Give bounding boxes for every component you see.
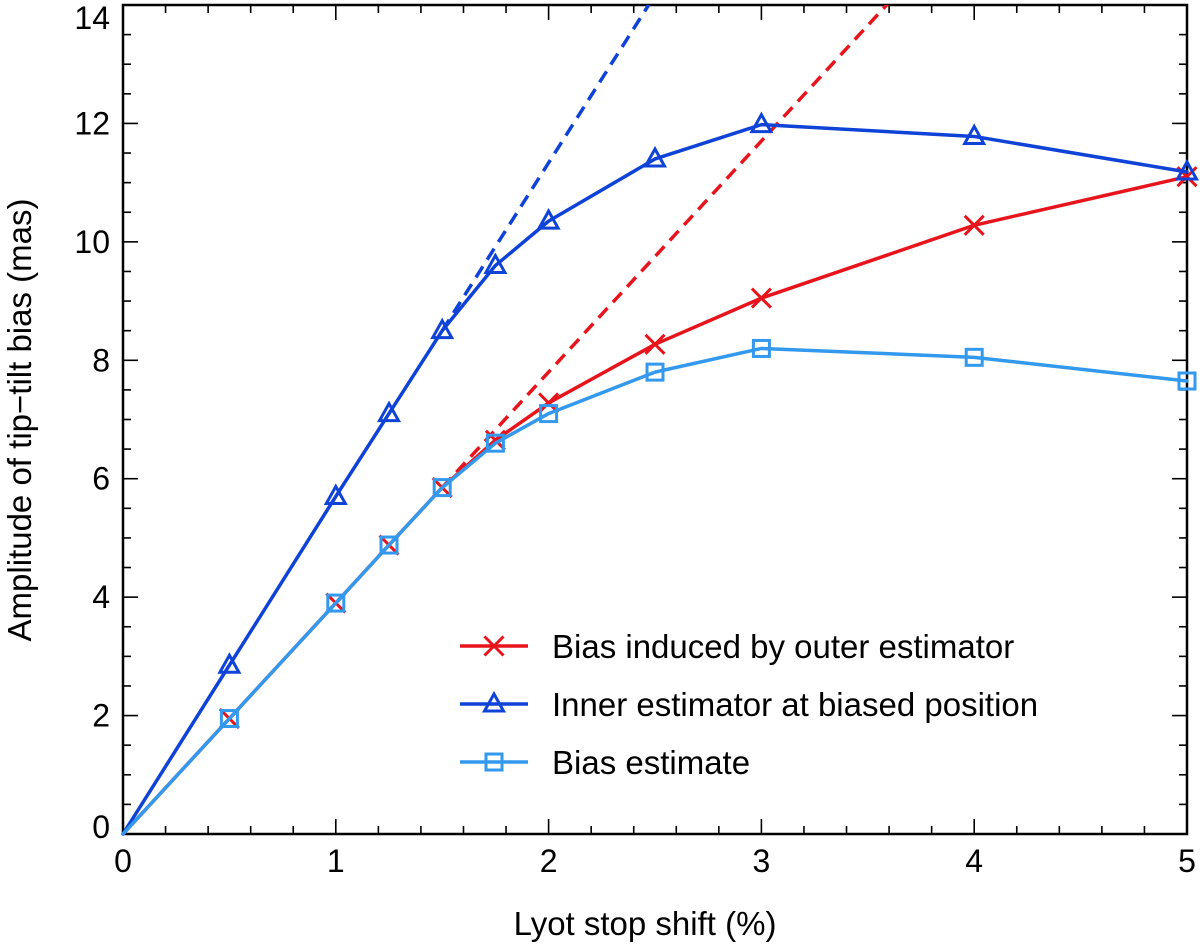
x-tick-label: 2 [540,843,558,879]
y-tick-label: 4 [92,579,110,615]
data-point [749,111,774,134]
y-tick-label: 10 [74,224,110,260]
series-bias-estimate [121,338,1197,836]
x-tick-label: 5 [1178,843,1196,879]
data-point [1177,371,1197,391]
x-tick-label: 3 [753,843,771,879]
legend-item: Inner estimator at biased position [460,686,1038,723]
data-point [379,535,399,555]
data-point [964,347,984,367]
data-point [323,483,348,505]
tick-marks [122,4,1188,835]
series-line [121,174,1189,836]
series-bias-induced-by-outer-estimator [121,166,1198,836]
data-point [642,145,668,168]
legend: Bias induced by outer estimator Inner est… [460,628,1038,781]
data-point [751,338,771,358]
data-point [432,478,452,498]
legend-swatch-marker [481,690,507,713]
legend-label: Bias estimate [552,744,750,781]
series-line [121,122,1189,836]
x-tick-label: 0 [114,843,132,879]
data-point [219,709,239,729]
legend-label: Inner estimator at biased position [552,686,1038,723]
y-tick-label: 8 [92,342,110,378]
data-point [1174,158,1200,181]
x-axis-title: Lyot stop shift (%) [514,905,777,942]
series-line [121,346,1189,836]
data-point [750,287,772,309]
data-point [326,593,346,613]
data-point [430,317,455,340]
data-point [536,208,561,230]
reference-line-linear-extrapolation-inner [440,5,651,332]
data-point [963,214,985,236]
y-axis-title: Amplitude of tip−tilt bias (mas) [1,199,38,642]
y-tick-label: 6 [92,461,110,497]
y-tick-label: 2 [92,698,110,734]
data-point [376,400,402,423]
series-inner-estimator-at-biased-position [121,111,1200,836]
reference-lines [440,5,890,489]
x-tick-label: 4 [965,843,983,879]
legend-item: Bias induced by outer estimator [460,628,1014,665]
x-tick-label: 1 [327,843,345,879]
data-point [962,123,987,145]
data-point [539,404,559,424]
data-point [644,333,666,355]
legend-swatch-marker [483,635,505,657]
y-tick-label: 14 [74,0,110,36]
legend-swatch-marker [484,752,504,772]
data-point [483,252,508,275]
data-series [121,111,1200,836]
y-tick-label: 0 [92,809,110,845]
y-tick-label: 12 [74,105,110,141]
data-point [485,433,505,453]
legend-item: Bias estimate [460,744,750,781]
legend-label: Bias induced by outer estimator [552,628,1014,665]
data-point [645,362,665,382]
data-point [217,652,242,674]
reference-line-linear-extrapolation-outer [440,5,890,489]
